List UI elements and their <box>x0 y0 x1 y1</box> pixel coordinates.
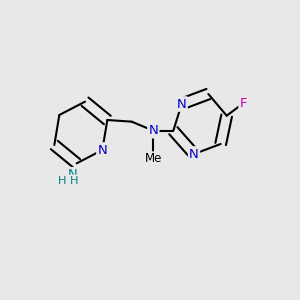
Text: N: N <box>67 168 77 181</box>
Text: H: H <box>70 176 78 186</box>
Text: N: N <box>177 98 187 110</box>
Text: N: N <box>189 148 199 160</box>
Text: N: N <box>148 124 158 137</box>
Text: N: N <box>98 143 107 157</box>
Text: Me: Me <box>145 152 162 166</box>
Text: H: H <box>58 176 67 186</box>
Text: F: F <box>240 97 247 110</box>
